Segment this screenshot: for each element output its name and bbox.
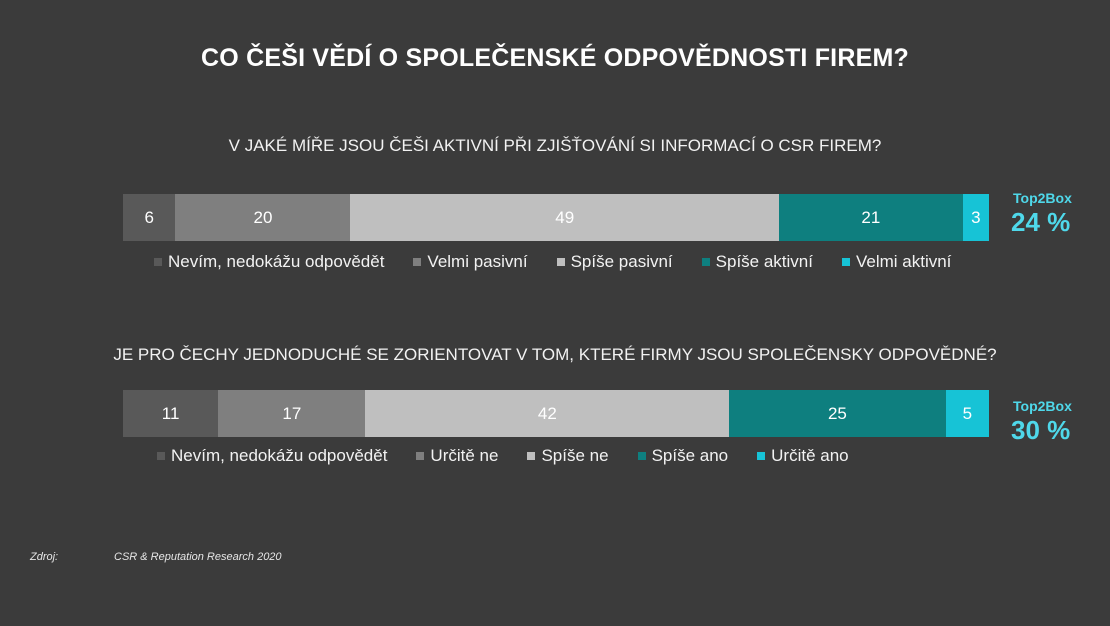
chart-2-legend-item-1: Nevím, nedokážu odpovědět <box>157 446 387 466</box>
legend-label: Spíše pasivní <box>570 252 673 271</box>
legend-swatch <box>757 452 766 460</box>
page-title: CO ČEŠI VĚDÍ O SPOLEČENSKÉ ODPOVĚDNOSTI … <box>201 44 909 72</box>
legend-swatch <box>416 452 425 460</box>
chart-2-bar-segment-5: 5 <box>945 390 989 437</box>
chart-1-legend: Nevím, nedokážu odpovědět Velmi pasivní Sp… <box>154 251 980 273</box>
legend-swatch <box>527 452 536 460</box>
chart-1-bar-segment-4: 21 <box>779 194 963 241</box>
source-text: CSR & Reputation Research 2020 <box>114 551 282 563</box>
chart-1-top2box-value: 24 % <box>1011 207 1071 237</box>
chart-1-bar-segment-3: 49 <box>350 194 780 241</box>
chart-2-data-label-4: 25 <box>827 403 847 423</box>
chart-1-data-label-1: 6 <box>144 207 154 227</box>
legend-swatch <box>413 258 422 266</box>
chart-2-top2box-value: 30 % <box>1011 415 1071 445</box>
chart-1-data-label-4: 21 <box>861 207 881 227</box>
legend-label: Nevím, nedokážu odpovědět <box>168 252 385 271</box>
chart-2-legend-item-5: Určitě ano <box>757 446 849 466</box>
chart-2-data-label-2: 17 <box>282 403 302 423</box>
legend-label: Nevím, nedokážu odpovědět <box>171 446 388 465</box>
chart-1-legend-item-3: Spíše pasivní <box>556 252 673 272</box>
legend-swatch <box>701 258 710 266</box>
legend-label: Spíše ne <box>541 446 609 465</box>
chart-2-legend: Nevím, nedokážu odpovědět Určitě ne Spíše … <box>157 445 878 467</box>
legend-label: Určitě ano <box>771 446 849 465</box>
legend-swatch <box>556 258 565 266</box>
legend-label: Velmi pasivní <box>427 252 528 271</box>
legend-swatch <box>841 258 850 266</box>
chart-1-legend-item-2: Velmi pasivní <box>413 252 528 272</box>
chart-2-bar-segment-3: 42 <box>365 390 730 437</box>
chart-1-bar-segment-1: 6 <box>123 194 176 241</box>
chart-1-data-label-2: 20 <box>253 207 273 227</box>
chart-1-legend-item-1: Nevím, nedokážu odpovědět <box>154 252 384 272</box>
chart-1-stacked-bar: 6 20 49 21 3 <box>123 194 989 241</box>
chart-2-data-label-3: 42 <box>537 403 557 423</box>
legend-label: Spíše ano <box>651 446 729 465</box>
legend-swatch <box>154 258 162 266</box>
chart-2-legend-item-4: Spíše ano <box>637 446 729 466</box>
chart-1-bar-segment-5: 3 <box>962 194 989 241</box>
source-label: Zdroj: <box>30 551 59 563</box>
chart-2-data-label-5: 5 <box>962 403 973 423</box>
chart-1-top2box-label: Top2Box <box>1013 190 1072 206</box>
chart-2-legend-item-3: Spíše ne <box>527 446 609 466</box>
chart-2-stacked-bar: 11 17 42 25 5 <box>123 390 989 437</box>
chart-2-bar-segment-4: 25 <box>729 390 946 437</box>
chart-2-legend-item-2: Určitě ne <box>416 446 498 466</box>
chart-2-top2box-label: Top2Box <box>1013 398 1072 414</box>
chart-1-question: V JAKÉ MÍŘE JSOU ČEŠI AKTIVNÍ PŘI ZJIŠŤO… <box>228 136 882 155</box>
chart-2-data-label-1: 11 <box>161 403 180 423</box>
legend-label: Určitě ne <box>430 446 499 465</box>
chart-2-bar-segment-2: 17 <box>218 390 366 437</box>
chart-1-legend-item-5: Velmi aktivní <box>841 252 952 272</box>
chart-2-bar-segment-1: 11 <box>123 390 219 437</box>
legend-label: Velmi aktivní <box>855 252 952 271</box>
chart-2-question: JE PRO ČECHY JEDNODUCHÉ SE ZORIENTOVAT V… <box>113 345 997 364</box>
chart-1-bar-segment-2: 20 <box>175 194 351 241</box>
legend-label: Spíše aktivní <box>715 252 813 271</box>
legend-swatch <box>637 452 646 460</box>
chart-1-data-label-5: 3 <box>971 207 981 227</box>
legend-swatch <box>157 452 165 460</box>
chart-1-legend-item-4: Spíše aktivní <box>701 252 813 272</box>
chart-1-data-label-3: 49 <box>555 207 575 227</box>
